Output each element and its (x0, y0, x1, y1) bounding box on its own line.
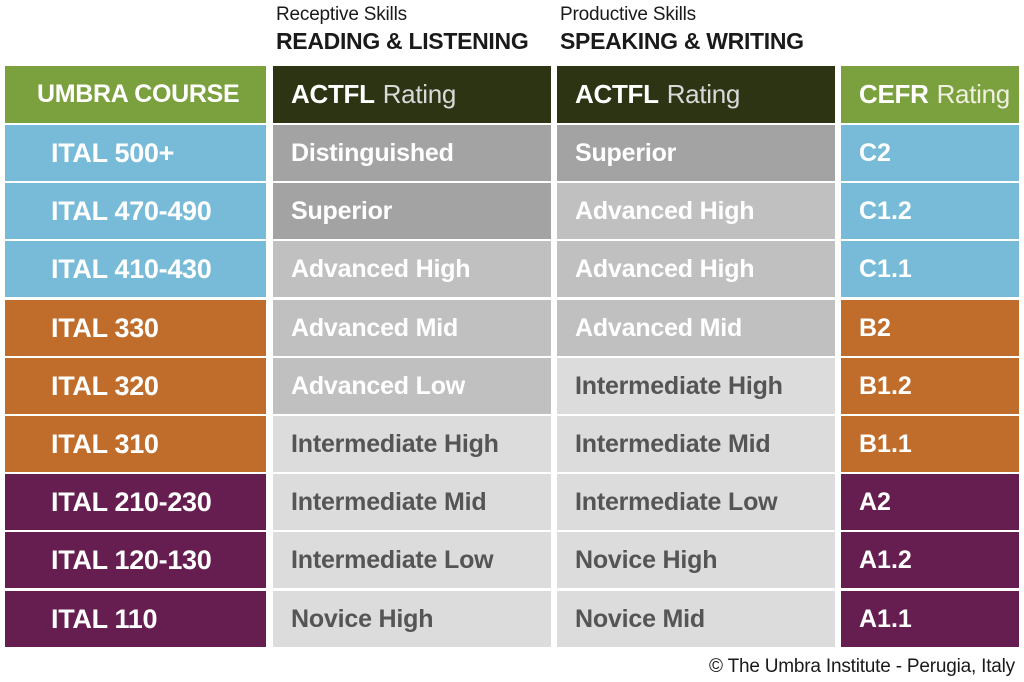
reading-rating-cell: Intermediate Low (273, 532, 551, 588)
course-cell: ITAL 410-430 (5, 241, 266, 297)
reading-rating-cell: Superior (273, 183, 551, 239)
productive-skills-label: Productive Skills SPEAKING & WRITING (560, 4, 804, 56)
speaking-rating-cell: Advanced High (557, 183, 835, 239)
cefr-column-header: CEFR Rating (841, 66, 1019, 123)
cefr-rating-cell: B1.1 (841, 416, 1019, 472)
rating-label: Rating (666, 79, 741, 109)
cefr-rating-cell: C2 (841, 125, 1019, 181)
rating-label: Rating (382, 79, 457, 109)
reading-rating-cell: Advanced Low (273, 358, 551, 414)
speaking-rating-cell: Advanced Mid (557, 300, 835, 356)
reading-rating-cell: Novice High (273, 591, 551, 647)
speaking-rating-cell: Superior (557, 125, 835, 181)
course-cell: ITAL 320 (5, 358, 266, 414)
course-cell: ITAL 330 (5, 300, 266, 356)
cefr-rating-cell: C1.2 (841, 183, 1019, 239)
reading-rating-cell: Advanced Mid (273, 300, 551, 356)
speaking-rating-cell: Intermediate Mid (557, 416, 835, 472)
course-cell: ITAL 210-230 (5, 474, 266, 530)
course-column-header: UMBRA COURSE (5, 66, 266, 123)
reading-listening-title: READING & LISTENING (276, 28, 529, 54)
cefr-rating-cell: C1.1 (841, 241, 1019, 297)
reading-actfl-header: ACTFL Rating (273, 66, 551, 123)
course-cell: ITAL 110 (5, 591, 266, 647)
reading-rating-cell: Intermediate Mid (273, 474, 551, 530)
reading-rating-cell: Distinguished (273, 125, 551, 181)
productive-skills-subtitle: Productive Skills (560, 4, 696, 25)
speaking-rating-cell: Novice Mid (557, 591, 835, 647)
receptive-skills-label: Receptive Skills READING & LISTENING (276, 4, 529, 56)
course-cell: ITAL 310 (5, 416, 266, 472)
cefr-rating-cell: A1.1 (841, 591, 1019, 647)
speaking-rating-cell: Advanced High (557, 241, 835, 297)
cefr-rating-cell: A1.2 (841, 532, 1019, 588)
speaking-rating-cell: Intermediate High (557, 358, 835, 414)
course-cell: ITAL 470-490 (5, 183, 266, 239)
course-cell: ITAL 120-130 (5, 532, 266, 588)
speaking-rating-cell: Intermediate Low (557, 474, 835, 530)
copyright-notice: © The Umbra Institute - Perugia, Italy (709, 656, 1015, 677)
course-cell: ITAL 500+ (5, 125, 266, 181)
speaking-rating-cell: Novice High (557, 532, 835, 588)
cefr-rating-cell: B2 (841, 300, 1019, 356)
cefr-rating-cell: A2 (841, 474, 1019, 530)
actfl-label: ACTFL (575, 79, 659, 109)
receptive-skills-subtitle: Receptive Skills (276, 4, 407, 25)
rating-label: Rating (936, 79, 1011, 109)
reading-rating-cell: Intermediate High (273, 416, 551, 472)
reading-rating-cell: Advanced High (273, 241, 551, 297)
cefr-rating-cell: B1.2 (841, 358, 1019, 414)
actfl-label: ACTFL (291, 79, 375, 109)
speaking-actfl-header: ACTFL Rating (557, 66, 835, 123)
speaking-writing-title: SPEAKING & WRITING (560, 28, 804, 54)
cefr-label: CEFR (859, 79, 929, 109)
